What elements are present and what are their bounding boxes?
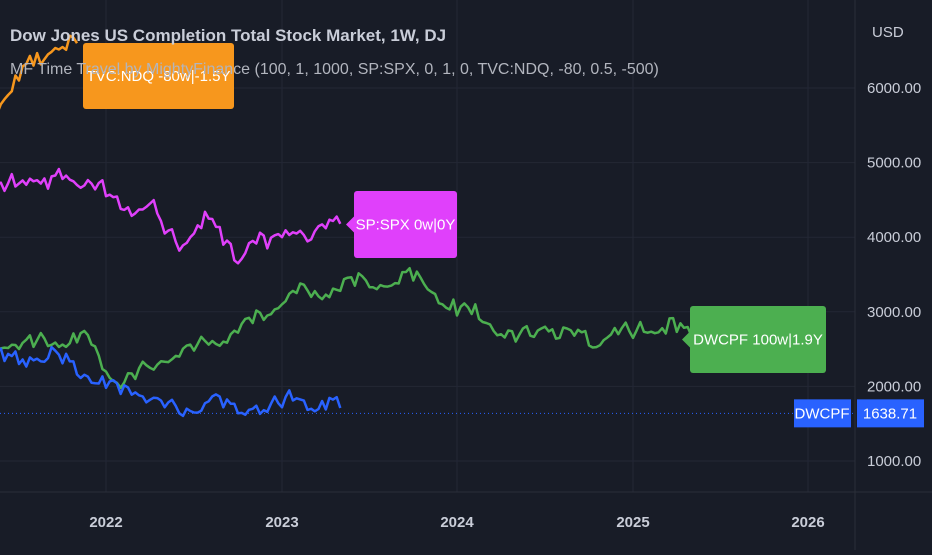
- callout-box: [83, 43, 234, 109]
- y-tick-label: 2000.00: [867, 378, 921, 395]
- x-tick-label: 2023: [265, 514, 298, 531]
- callout-box: [690, 306, 826, 373]
- y-tick-label: 4000.00: [867, 229, 921, 246]
- y-tick-label: 5000.00: [867, 155, 921, 172]
- series-line-3[interactable]: [0, 345, 342, 418]
- callout-text: SP:SPX 0w|0Y: [356, 217, 456, 234]
- callout-pointer: [682, 331, 690, 348]
- x-tick-label: 2025: [616, 514, 649, 531]
- last-price-tag: DWCPF 1638.71: [794, 399, 924, 428]
- currency-label: USD: [872, 24, 904, 41]
- chart-title: Dow Jones US Completion Total Stock Mark…: [10, 26, 447, 45]
- series-callout: DWCPF 100w|1.9Y: [682, 306, 826, 373]
- series-labels: TVC:NDQ -80w|-1.5Y SP:SPX 0w|0Y DWCPF 100w…: [83, 43, 924, 428]
- indicator-subtitle: MF Time Travel by MightyFinance (100, 1,…: [10, 61, 659, 78]
- y-tick-label: 3000.00: [867, 304, 921, 321]
- last-price-value-box: [857, 399, 924, 428]
- x-tick-label: 2024: [440, 514, 474, 531]
- series-callout: TVC:NDQ -80w|-1.5Y: [83, 43, 234, 109]
- series-line-2[interactable]: [0, 266, 722, 390]
- x-tick-label: 2026: [791, 514, 824, 531]
- x-tick-label: 2022: [89, 514, 122, 531]
- y-tick-label: 1000.00: [867, 453, 921, 470]
- callout-text: DWCPF 100w|1.9Y: [693, 332, 823, 349]
- callout-text: TVC:NDQ -80w|-1.5Y: [87, 68, 231, 85]
- last-price-name-box: [794, 399, 851, 428]
- last-price-name: DWCPF: [795, 405, 850, 422]
- callout-box: [354, 191, 457, 258]
- series-callout: SP:SPX 0w|0Y: [346, 191, 457, 258]
- series-line-0[interactable]: [0, 34, 79, 163]
- series-line-1[interactable]: [0, 167, 342, 265]
- last-price-value: 1638.71: [863, 405, 917, 422]
- y-tick-label: 6000.00: [867, 80, 921, 97]
- callout-pointer: [346, 216, 354, 233]
- series-lines: [0, 34, 722, 418]
